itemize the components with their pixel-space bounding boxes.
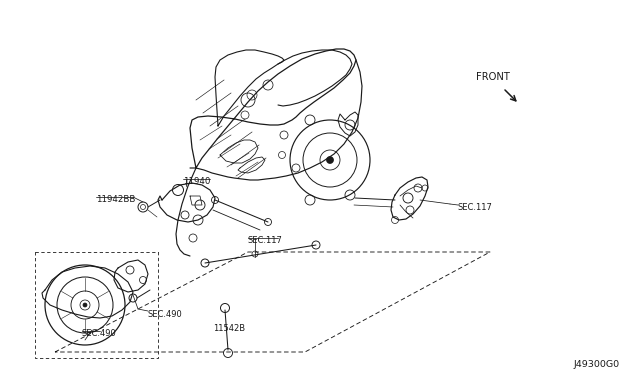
Text: FRONT: FRONT — [476, 72, 510, 82]
Circle shape — [326, 157, 333, 164]
Text: 11940: 11940 — [183, 177, 211, 186]
Text: SEC.490: SEC.490 — [148, 310, 183, 319]
Text: J49300G0: J49300G0 — [574, 360, 620, 369]
Text: SEC.117: SEC.117 — [248, 236, 283, 245]
Circle shape — [83, 303, 87, 307]
Text: 11542B: 11542B — [213, 324, 245, 333]
Text: SEC.117: SEC.117 — [458, 203, 493, 212]
Text: SEC.490: SEC.490 — [82, 329, 116, 338]
Text: 11942BB: 11942BB — [96, 195, 136, 204]
